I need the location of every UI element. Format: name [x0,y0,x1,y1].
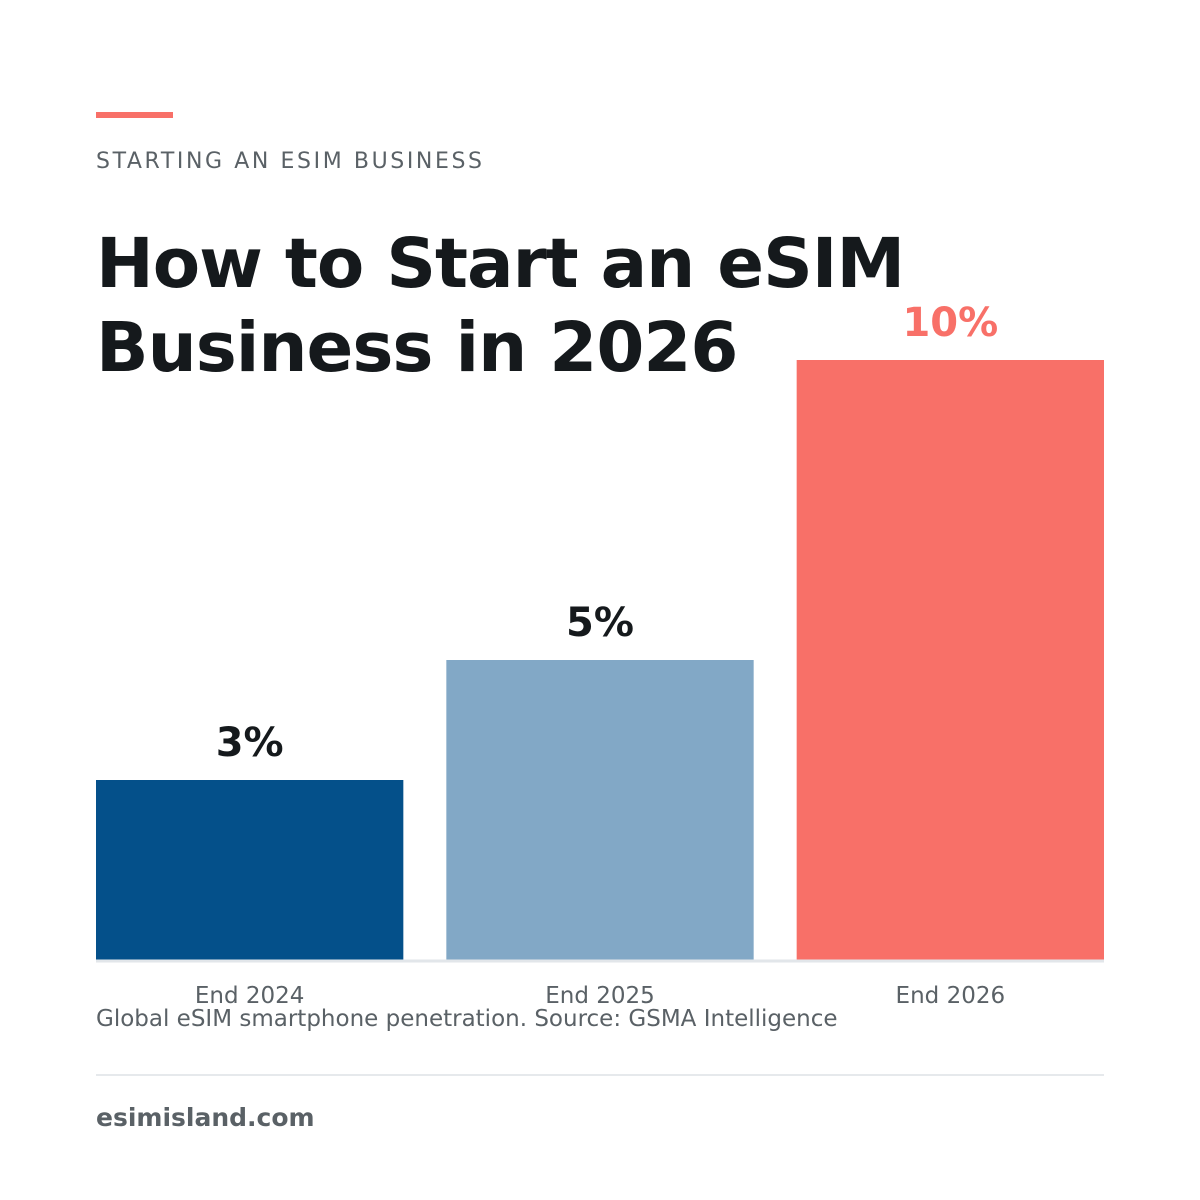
x-tick-label: End 2025 [545,983,655,1009]
eyebrow-label: STARTING AN ESIM BUSINESS [96,149,485,174]
accent-bar [96,112,173,118]
footer-site-link[interactable]: esimisland.com [96,1103,315,1132]
bars-group: 3% End 2024 5% End 2025 10% End 2026 [96,300,1104,1009]
page-title: How to Start an eSIM Business in 2026 [96,224,905,388]
bar-end-2025 [446,660,754,960]
bar-end-2026 [796,360,1104,960]
bar-value-label: 3% [216,720,284,766]
chart-caption: Global eSIM smartphone penetration. Sour… [96,1006,838,1032]
x-tick-label: End 2026 [896,983,1006,1009]
footer-divider [96,1074,1104,1076]
bar-end-2024 [96,780,404,960]
bar-value-label: 5% [566,600,634,646]
bar-value-label: 10% [902,300,998,346]
x-tick-label: End 2024 [195,983,305,1009]
